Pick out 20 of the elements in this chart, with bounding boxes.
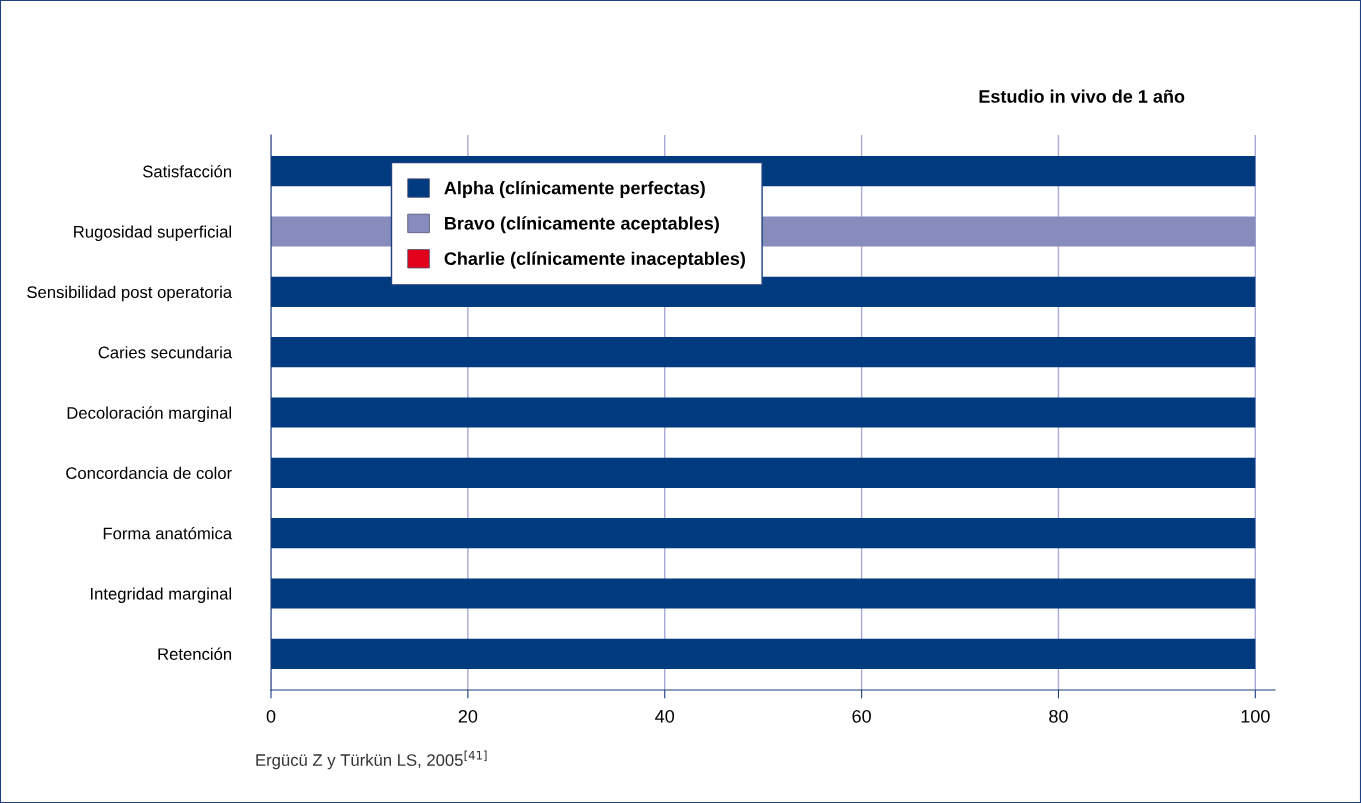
legend-label: Bravo (clínicamente aceptables) [445, 216, 719, 234]
y-tick-label: Forma anatómica [103, 526, 233, 540]
legend-label: Alpha (clínicamente perfectas) [444, 180, 705, 198]
y-tick-label: Caries secundaria [98, 346, 233, 359]
x-tick-label: 40 [655, 709, 675, 723]
x-tick-label: 20 [458, 709, 478, 723]
legend-label: Charlie (clínicamente inaceptables) [444, 251, 745, 269]
x-tick-label: 80 [1049, 709, 1068, 723]
chart-title: Estudio in vivo de 1 año [979, 89, 1185, 103]
x-tick-label: 60 [852, 709, 871, 723]
y-tick-label: Retención [158, 647, 232, 661]
y-tick-label: Integridad marginal [90, 587, 232, 603]
x-tick-label: 0 [266, 709, 276, 723]
y-tick-label: Rugosidad superficial [74, 225, 232, 242]
y-tick-label: Satisfacción [143, 164, 232, 178]
y-tick-label: Decoloración marginal [67, 406, 232, 423]
x-tick-label: 100 [1241, 709, 1270, 723]
y-tick-label: Sensibilidad post operatoria [27, 285, 233, 302]
text: Ergücü Z y Türkün LS, 2005$^{[41]}$ [256, 750, 487, 770]
y-tick-label: Concordancia de color [66, 466, 232, 480]
